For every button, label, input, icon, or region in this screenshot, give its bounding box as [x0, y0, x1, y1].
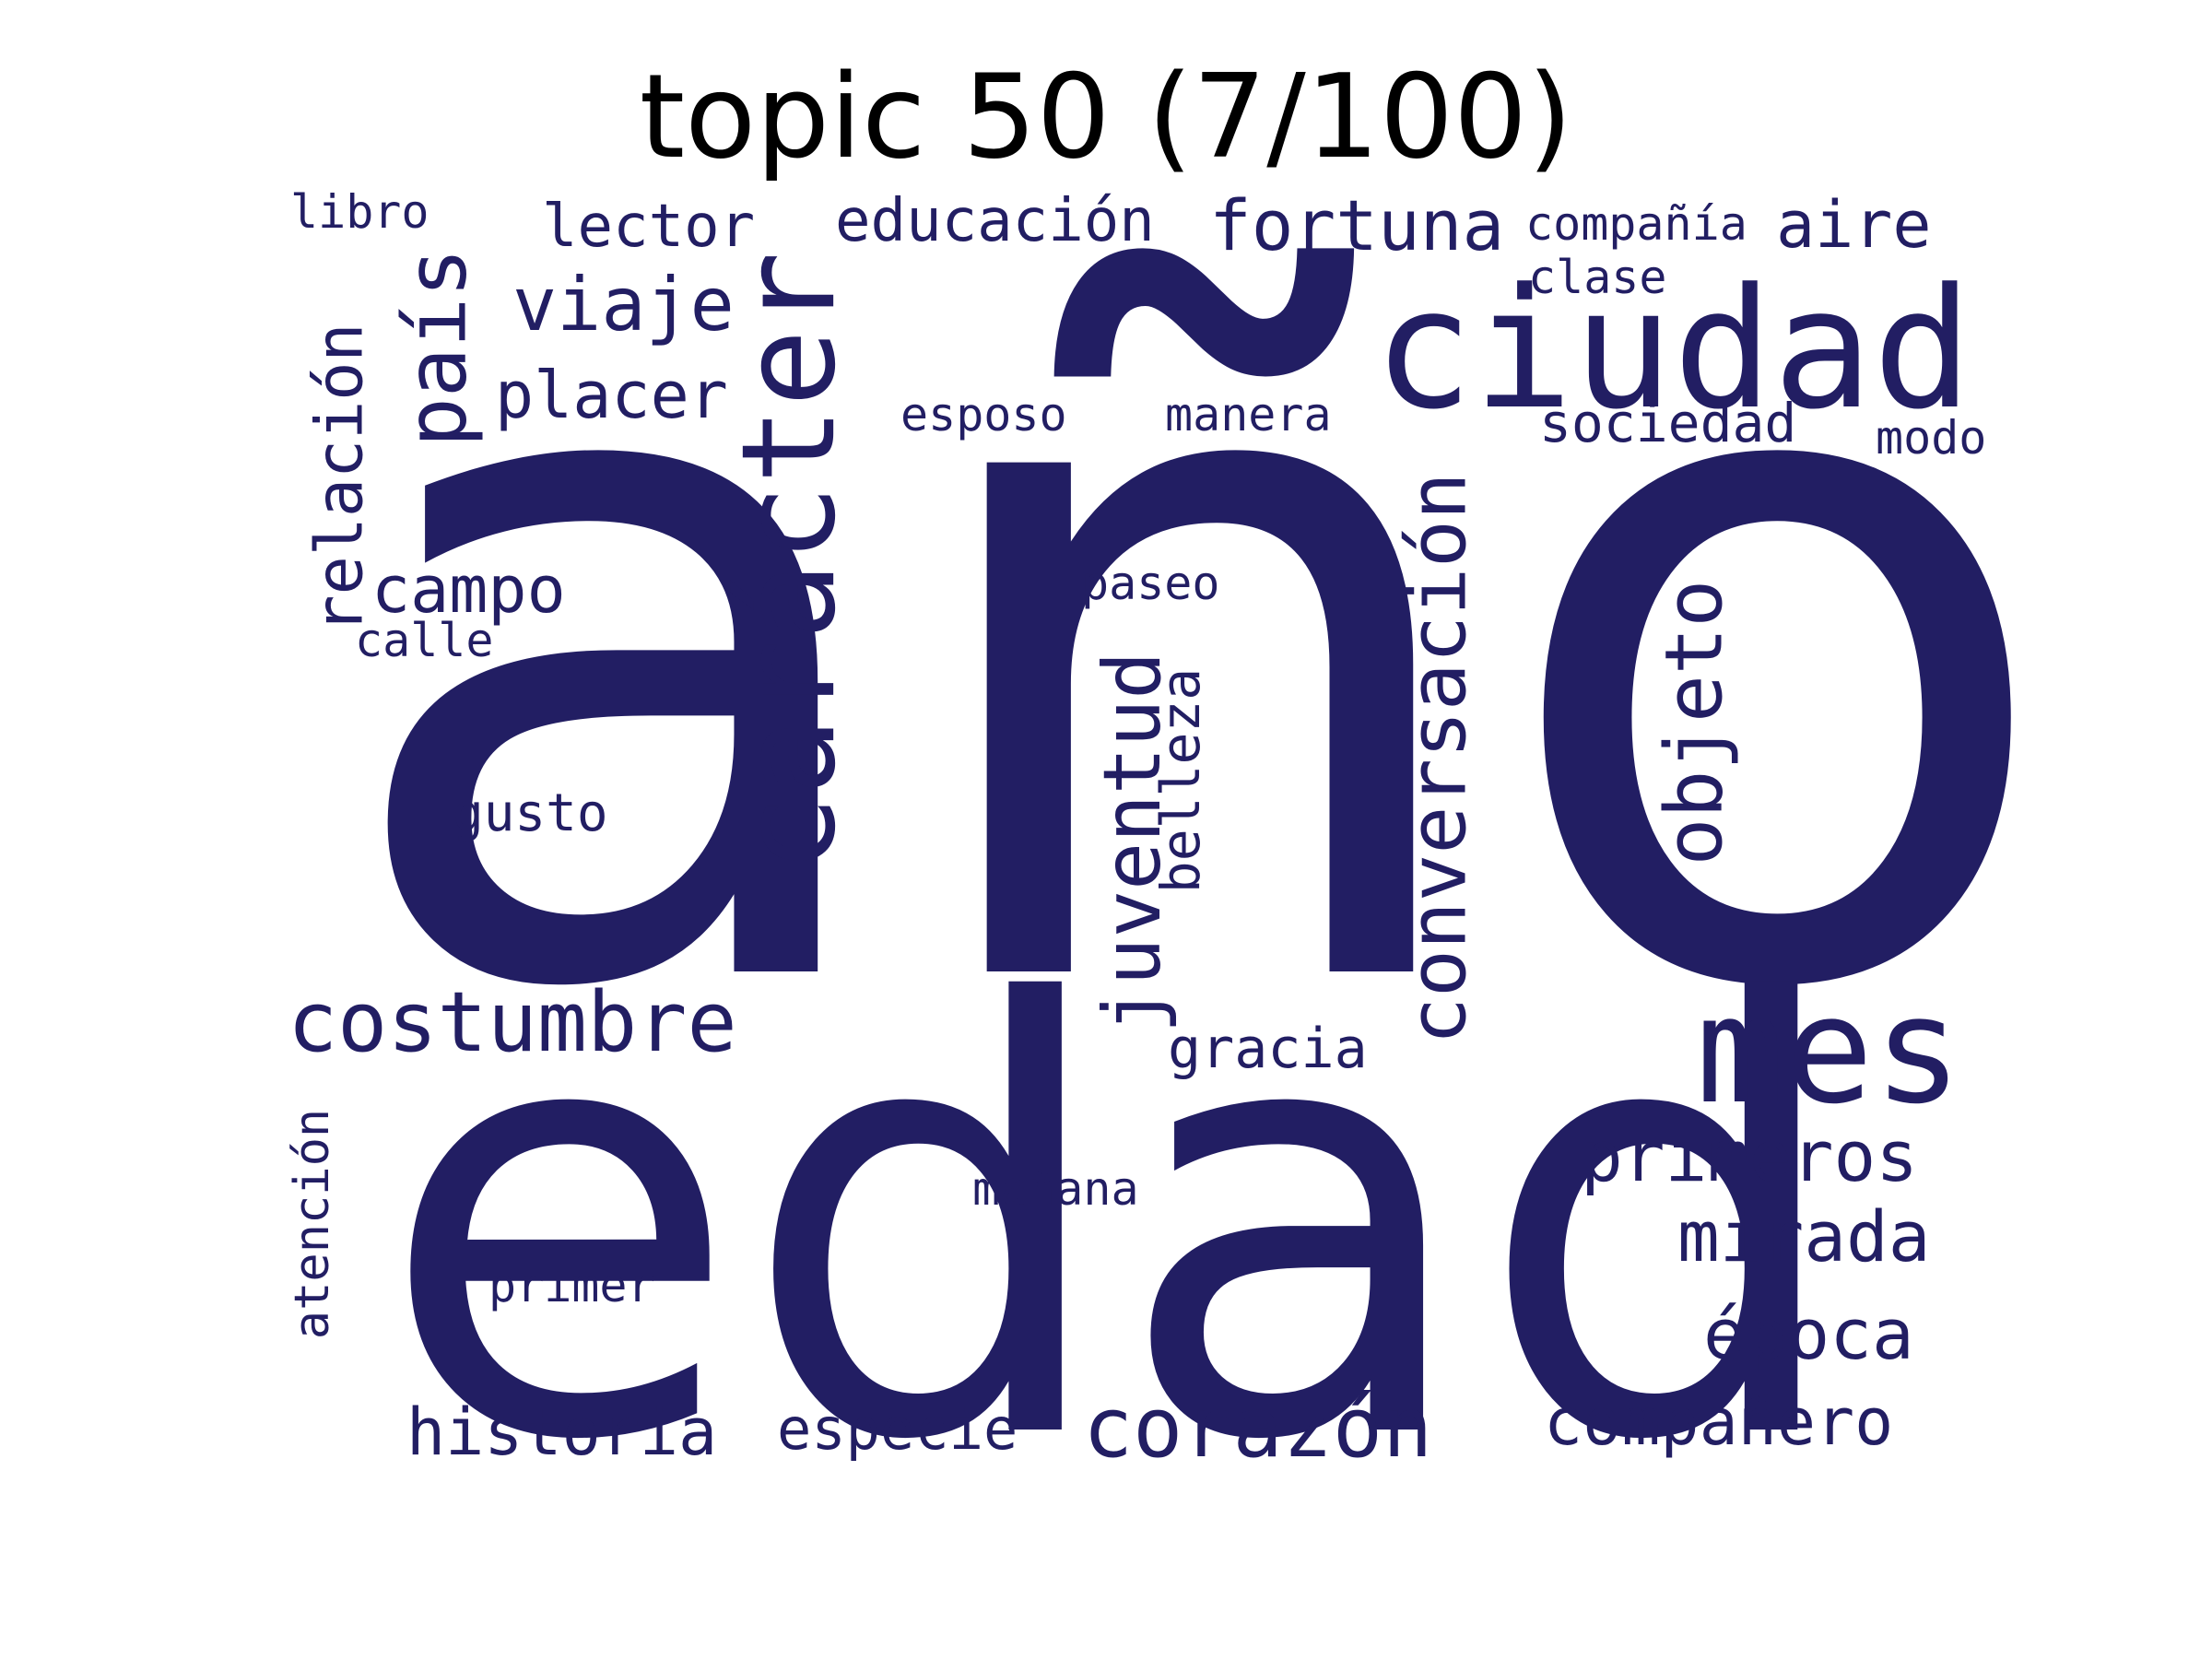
word-primeros: primeros [1581, 1115, 1919, 1197]
word-historia: historia [406, 1394, 718, 1470]
cloud-title: topic 50 (7/100) [639, 49, 1573, 184]
word-relacion: relación [301, 323, 378, 634]
word-calle: calle [355, 614, 494, 667]
word-companero: compañero [1544, 1384, 1894, 1460]
word-educacion: educación [835, 187, 1155, 255]
word-modo: modo [1876, 411, 1987, 465]
word-libro: libro [290, 185, 429, 239]
word-placer: placer [495, 358, 728, 433]
word-sociedad: sociedad [1539, 392, 1797, 454]
word-objeto: objeto [1648, 579, 1741, 866]
word-esposo: esposo [900, 388, 1067, 441]
word-fortuna: fortuna [1209, 184, 1505, 266]
word-viaje: viaje [512, 262, 735, 347]
word-ano: año [332, 108, 2062, 1192]
word-costumbre: costumbre [288, 974, 737, 1071]
word-caracter: carácter [714, 251, 865, 874]
word-especie: especie [777, 1395, 1018, 1463]
word-epoca: época [1703, 1293, 1914, 1375]
word-conversacion: conversación [1392, 472, 1485, 1045]
word-mirada: mirada [1677, 1195, 1931, 1277]
word-edad: edad [378, 882, 1852, 1569]
word-manera: manera [1165, 388, 1332, 441]
word-campo: campo [371, 552, 566, 628]
word-aire: aire [1776, 187, 1932, 263]
word-gracia: gracia [1168, 1017, 1368, 1081]
word-compania: compañía [1525, 197, 1747, 251]
word-clase: clase [1528, 251, 1667, 304]
word-gusto: gusto [453, 783, 608, 843]
word-mes: mes [1696, 964, 1962, 1136]
word-belleza: belleza [1149, 667, 1213, 894]
word-ciudad: ciudad [1373, 253, 1973, 446]
word-primer: primer [488, 1259, 655, 1312]
word-pais: país [388, 247, 486, 448]
word-corazon: corazón [1083, 1380, 1433, 1477]
word-lector: lector [542, 193, 756, 261]
word-atencion: atención [285, 1108, 341, 1340]
word-manana: mañana [972, 1162, 1139, 1216]
word-paseo: paseo [1081, 557, 1220, 610]
